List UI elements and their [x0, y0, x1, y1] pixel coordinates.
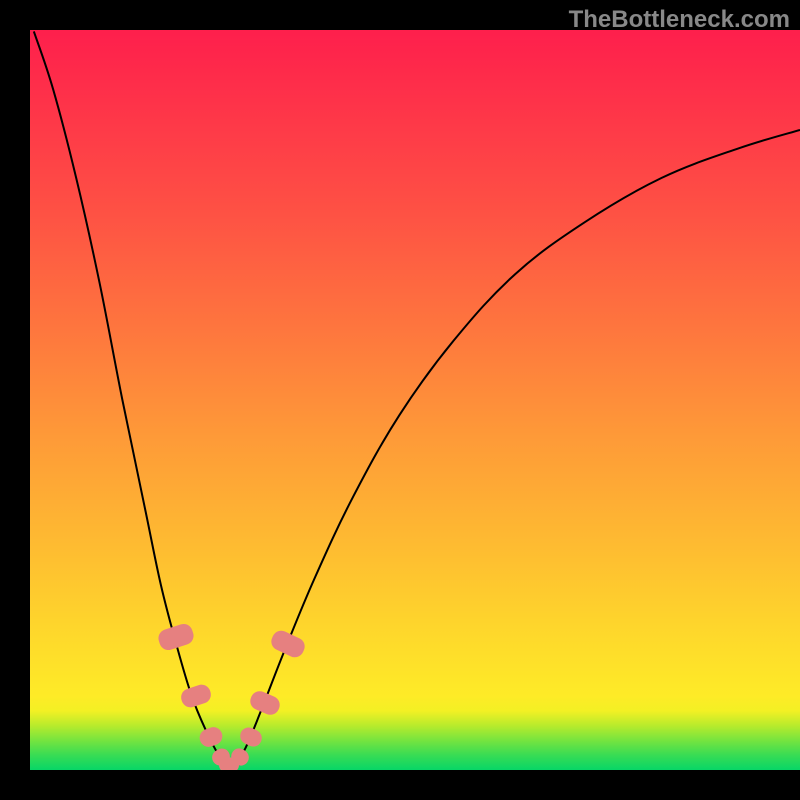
chart-container: TheBottleneck.com	[0, 0, 800, 800]
plot-area	[30, 30, 800, 770]
curve-left	[34, 31, 227, 766]
curve-right	[234, 130, 800, 766]
curve-layer	[30, 30, 800, 770]
watermark-text: TheBottleneck.com	[569, 6, 790, 34]
